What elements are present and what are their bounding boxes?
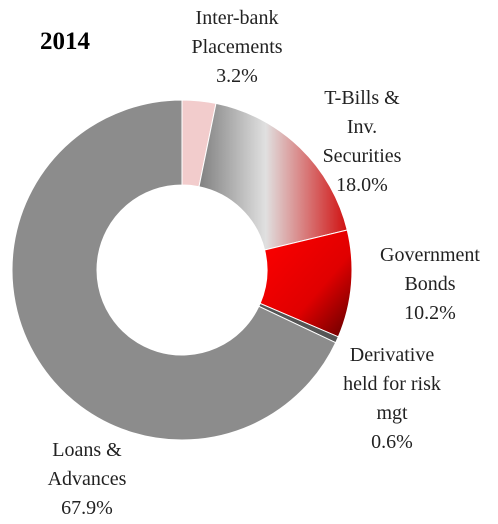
- slice-label: Inter-bank Placements 3.2%: [182, 4, 292, 91]
- category-label: Government Bonds: [380, 244, 480, 295]
- category-label: T-Bills & Inv. Securities: [322, 87, 402, 167]
- slice-label: T-Bills & Inv. Securities 18.0%: [312, 84, 412, 200]
- donut-slice: [198, 102, 348, 251]
- category-label: Derivative held for risk mgt: [343, 344, 441, 424]
- donut-slice: [11, 99, 337, 441]
- value-label: 3.2%: [216, 65, 258, 87]
- value-label: 18.0%: [336, 174, 388, 196]
- slice-label: Derivative held for risk mgt 0.6%: [342, 341, 442, 457]
- chart-title: 2014: [40, 28, 90, 55]
- category-label: Inter-bank Placements: [191, 7, 283, 58]
- slice-label: Loans & Advances 67.9%: [37, 436, 137, 523]
- value-label: 67.9%: [61, 497, 113, 519]
- category-label: Loans & Advances: [47, 439, 127, 490]
- value-label: 10.2%: [404, 302, 456, 324]
- value-label: 0.6%: [371, 431, 413, 453]
- slice-label: Government Bonds 10.2%: [365, 241, 495, 328]
